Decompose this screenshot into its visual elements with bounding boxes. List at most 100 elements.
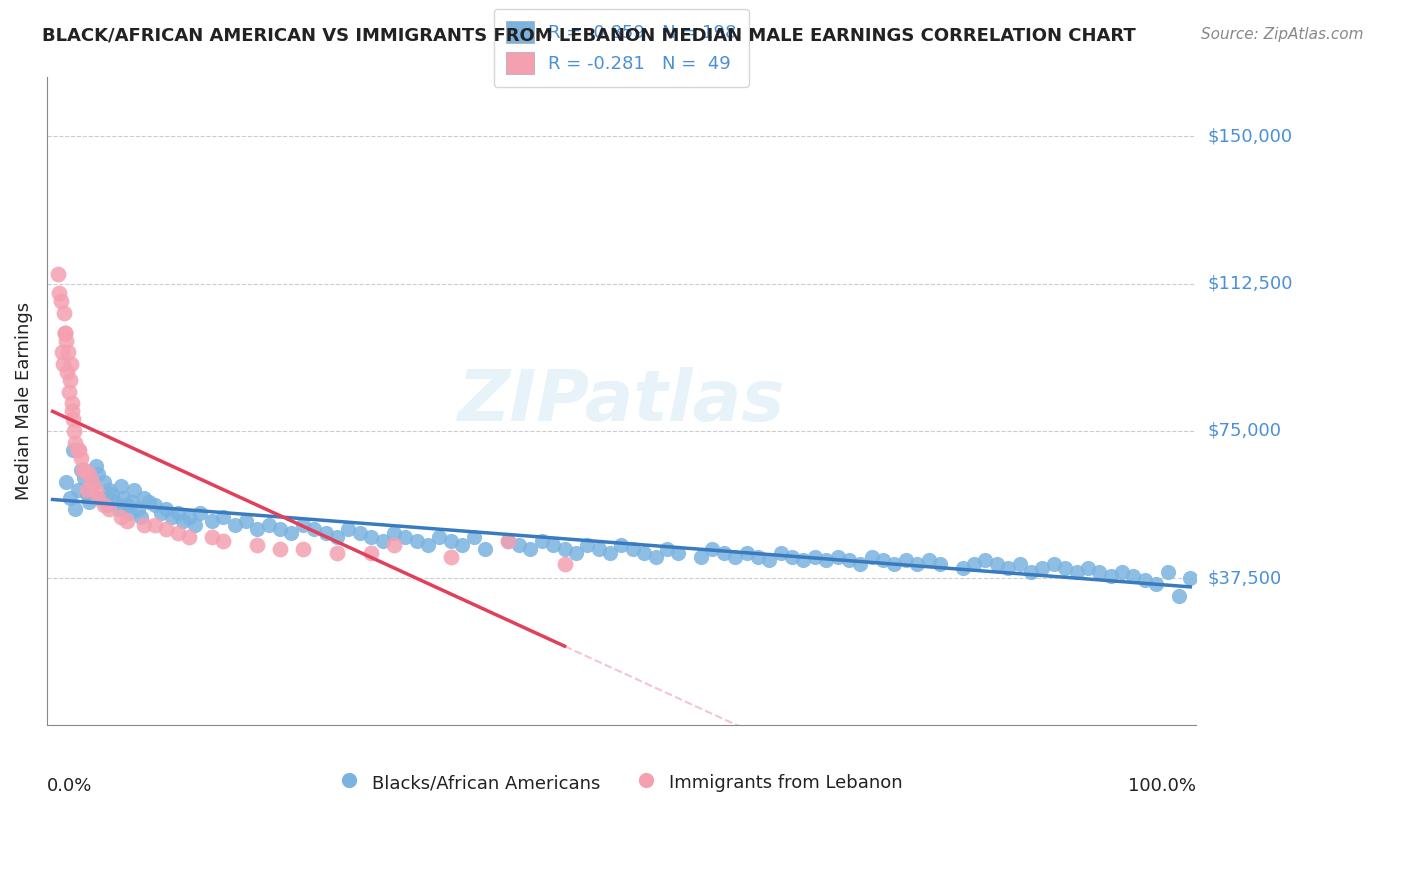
- Point: [46, 267, 69, 281]
- Point: [132, 491, 155, 505]
- Point: [98, 483, 121, 497]
- Text: 0.0%: 0.0%: [46, 777, 93, 795]
- Text: $150,000: $150,000: [1208, 128, 1292, 145]
- Point: [530, 533, 553, 548]
- Point: [997, 561, 1019, 575]
- Point: [974, 553, 997, 567]
- Point: [280, 525, 302, 540]
- Point: [184, 518, 207, 533]
- Point: [76, 486, 98, 500]
- Point: [576, 538, 599, 552]
- Point: [269, 541, 291, 556]
- Point: [149, 506, 172, 520]
- Text: $37,500: $37,500: [1208, 569, 1281, 587]
- Point: [112, 491, 135, 505]
- Point: [1133, 573, 1156, 587]
- Point: [405, 533, 427, 548]
- Point: [224, 518, 246, 533]
- Point: [107, 502, 129, 516]
- Point: [496, 533, 519, 548]
- Point: [84, 483, 107, 497]
- Point: [360, 530, 382, 544]
- Text: BLACK/AFRICAN AMERICAN VS IMMIGRANTS FROM LEBANON MEDIAN MALE EARNINGS CORRELATI: BLACK/AFRICAN AMERICAN VS IMMIGRANTS FRO…: [42, 27, 1136, 45]
- Point: [416, 538, 439, 552]
- Point: [690, 549, 713, 564]
- Point: [77, 494, 100, 508]
- Point: [929, 558, 952, 572]
- Point: [1042, 558, 1064, 572]
- Point: [131, 510, 153, 524]
- Point: [463, 530, 485, 544]
- Point: [246, 538, 269, 552]
- Point: [55, 334, 77, 348]
- Text: $75,000: $75,000: [1208, 422, 1281, 440]
- Point: [246, 522, 269, 536]
- Point: [52, 306, 75, 320]
- Point: [73, 463, 96, 477]
- Point: [51, 345, 73, 359]
- Point: [815, 553, 838, 567]
- Point: [110, 479, 132, 493]
- Point: [496, 533, 519, 548]
- Point: [63, 424, 86, 438]
- Point: [52, 357, 75, 371]
- Point: [1156, 566, 1178, 580]
- Legend: Blacks/African Americans, Immigrants from Lebanon: Blacks/African Americans, Immigrants fro…: [333, 764, 910, 801]
- Point: [713, 546, 735, 560]
- Point: [508, 538, 530, 552]
- Point: [599, 546, 621, 560]
- Point: [326, 546, 349, 560]
- Point: [72, 463, 94, 477]
- Point: [371, 533, 394, 548]
- Point: [291, 541, 314, 556]
- Point: [48, 286, 70, 301]
- Point: [177, 530, 200, 544]
- Point: [440, 533, 463, 548]
- Point: [89, 491, 111, 505]
- Point: [143, 499, 166, 513]
- Point: [212, 510, 235, 524]
- Point: [588, 541, 610, 556]
- Point: [702, 541, 724, 556]
- Point: [1167, 589, 1189, 603]
- Point: [66, 483, 89, 497]
- Point: [1144, 577, 1167, 591]
- Point: [337, 522, 360, 536]
- Point: [565, 546, 588, 560]
- Point: [1088, 566, 1111, 580]
- Point: [53, 326, 76, 340]
- Point: [62, 412, 84, 426]
- Point: [56, 365, 79, 379]
- Point: [554, 541, 576, 556]
- Point: [66, 443, 89, 458]
- Point: [666, 546, 689, 560]
- Point: [87, 491, 110, 505]
- Point: [621, 541, 644, 556]
- Point: [76, 483, 98, 497]
- Point: [474, 541, 496, 556]
- Point: [304, 522, 326, 536]
- Point: [67, 443, 90, 458]
- Point: [93, 499, 115, 513]
- Point: [115, 514, 138, 528]
- Point: [1019, 566, 1042, 580]
- Point: [952, 561, 974, 575]
- Text: Source: ZipAtlas.com: Source: ZipAtlas.com: [1201, 27, 1364, 42]
- Point: [82, 475, 104, 489]
- Point: [769, 546, 792, 560]
- Point: [382, 525, 405, 540]
- Point: [70, 463, 93, 477]
- Point: [235, 514, 257, 528]
- Point: [60, 396, 83, 410]
- Point: [59, 357, 82, 371]
- Text: 100.0%: 100.0%: [1128, 777, 1197, 795]
- Point: [212, 533, 235, 548]
- Point: [451, 538, 474, 552]
- Point: [65, 502, 87, 516]
- Point: [349, 525, 371, 540]
- Point: [77, 467, 100, 481]
- Point: [143, 518, 166, 533]
- Point: [963, 558, 986, 572]
- Point: [1054, 561, 1077, 575]
- Point: [93, 475, 115, 489]
